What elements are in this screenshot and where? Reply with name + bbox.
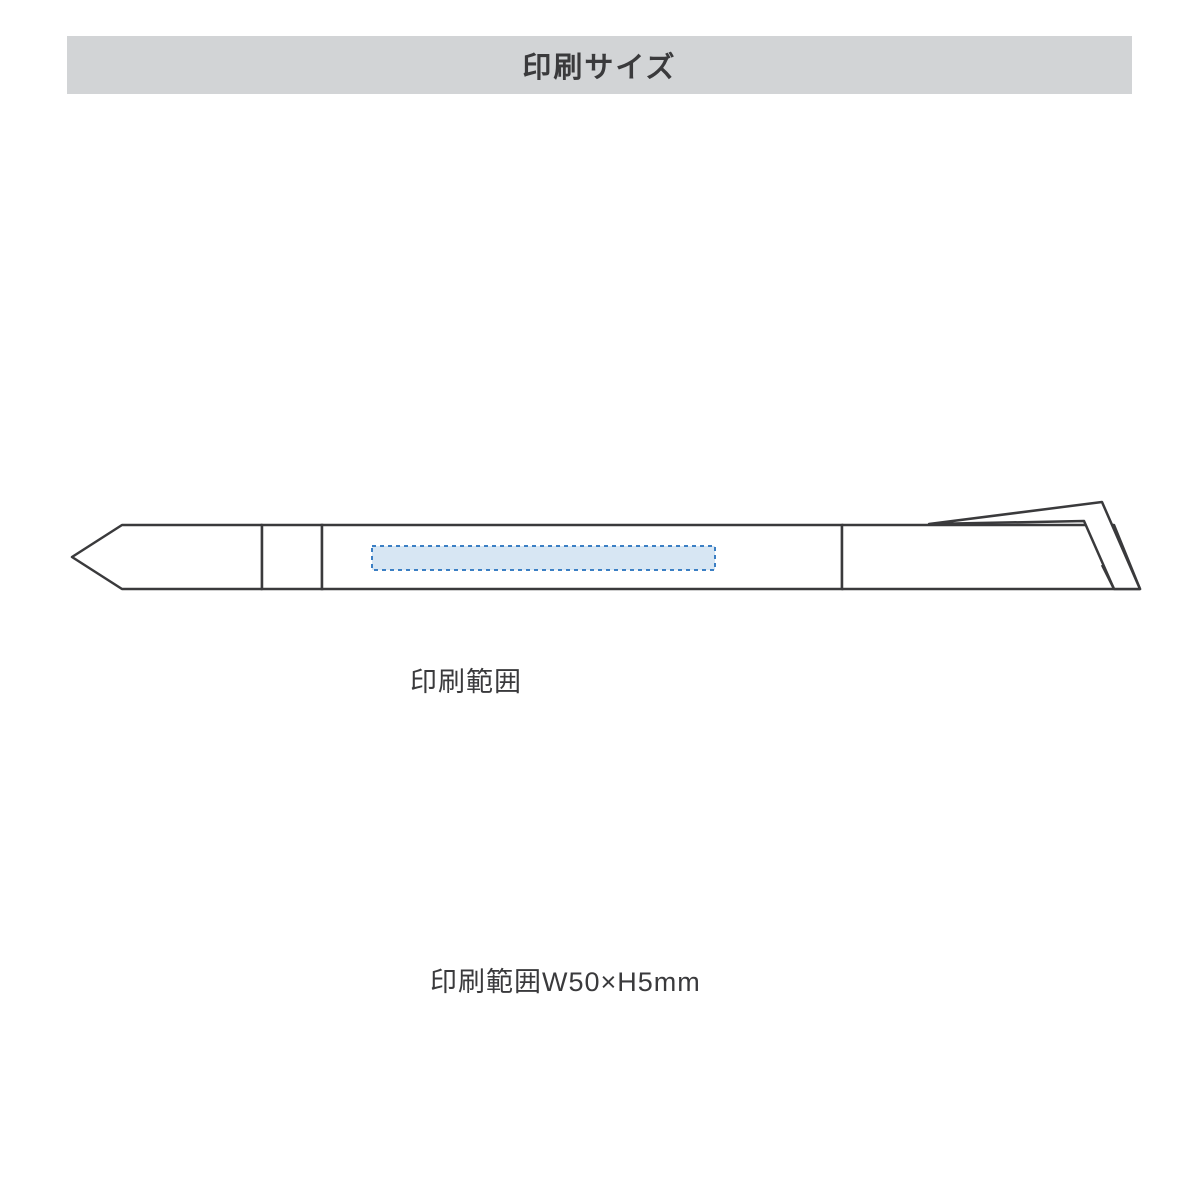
print-area-box: [372, 546, 715, 570]
header-bar: 印刷サイズ: [67, 36, 1132, 94]
print-dimension-label: 印刷範囲W50×H5mm: [430, 960, 701, 999]
pen-collar: [262, 525, 322, 589]
print-area-label: 印刷範囲: [410, 660, 522, 699]
pen-tip: [72, 525, 262, 589]
header-title: 印刷サイズ: [522, 44, 676, 86]
pen-diagram: [67, 495, 1147, 605]
